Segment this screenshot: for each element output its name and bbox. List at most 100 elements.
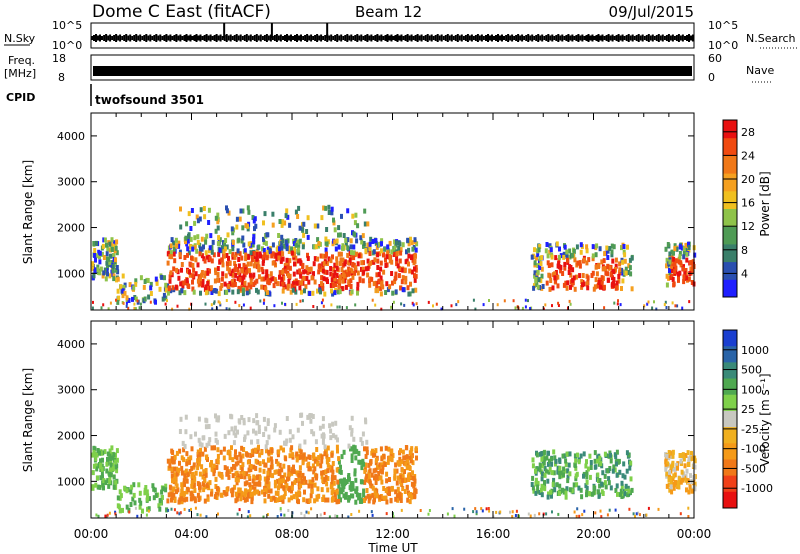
data-cell [180,488,184,494]
data-cell [558,474,562,480]
data-cell [339,464,342,470]
data-cell [204,302,207,306]
noise-sample [153,35,156,41]
noise-sample [288,35,290,41]
time-tick-label: 20:00 [576,527,611,541]
data-cell [321,416,325,422]
data-cell [230,414,234,420]
data-cell [257,264,261,270]
data-cell [374,303,377,307]
data-cell [670,480,673,485]
data-cell [680,453,684,458]
data-cell [264,444,268,450]
data-cell [350,493,353,499]
data-cell [279,507,282,511]
data-cell [217,251,221,257]
data-cell [338,261,342,267]
data-cell [236,269,240,275]
noise-sample [579,35,582,41]
data-cell [272,283,276,289]
data-cell [152,486,156,492]
data-cell [677,259,681,265]
data-cell [399,480,403,486]
data-cell [266,246,270,252]
colorbar-tick-label: 8 [741,244,748,257]
data-cell [366,493,370,499]
noise-sample [165,34,168,42]
data-cell [549,278,553,283]
data-cell [91,306,94,310]
data-cell [380,479,384,485]
data-cell [116,495,120,501]
data-cell [612,269,616,275]
data-cell [361,458,365,464]
data-cell [373,257,377,263]
data-cell [384,257,387,263]
data-cell [691,268,695,274]
data-cell [198,281,202,286]
data-cell [274,490,278,496]
data-cell [285,257,289,263]
data-cell [186,252,189,258]
data-cell [167,492,171,498]
data-cell [593,464,597,470]
data-cell [563,244,567,250]
data-cell [252,282,256,287]
noise-sample [261,36,264,40]
power-ylabel: Slant Range [km] [21,160,35,264]
data-cell [574,274,578,280]
data-cell [104,480,108,486]
data-cell [687,506,690,510]
data-cell [283,491,287,496]
data-cell [306,414,310,420]
data-cell [145,489,149,495]
data-cell [292,494,296,500]
data-cell [103,267,107,273]
data-cell [252,263,256,269]
data-cell [164,302,167,306]
data-cell [212,471,216,477]
colorbar-tick-label: 20 [741,173,755,186]
data-cell [250,495,254,501]
data-cell [344,494,347,500]
noise-sample [553,36,556,40]
data-cell [558,254,561,260]
data-cell [314,439,318,445]
data-cell [614,454,618,460]
data-cell [385,512,388,516]
data-cell [184,239,187,245]
data-cell [125,488,129,494]
noise-sample [141,36,144,40]
data-cell [670,273,674,279]
data-cell [138,504,142,510]
data-cell [271,242,275,248]
colorbar-segment [723,410,737,428]
data-cell [115,298,117,302]
data-cell [267,488,270,494]
data-cell [627,452,631,458]
noise-sample [209,34,212,42]
data-cell [529,514,532,518]
data-cell [394,496,398,502]
data-cell [550,262,554,268]
data-cell [689,473,692,479]
noise-sample [639,35,642,41]
data-cell [603,306,606,310]
data-cell [564,494,568,500]
time-tick-label: 00:00 [74,527,109,541]
data-cell [677,484,681,490]
data-cell [225,491,229,496]
data-cell [180,482,184,488]
noise-sample [203,35,206,41]
data-cell [132,492,136,498]
data-cell [184,280,187,286]
data-cell [607,476,611,482]
data-cell [270,448,274,454]
data-cell [293,261,296,267]
data-cell [154,299,157,305]
data-cell [413,273,416,279]
data-cell [317,264,321,270]
noise-sample [131,36,134,40]
colorbar-tick-label: 12 [741,220,755,233]
data-cell [233,454,237,460]
